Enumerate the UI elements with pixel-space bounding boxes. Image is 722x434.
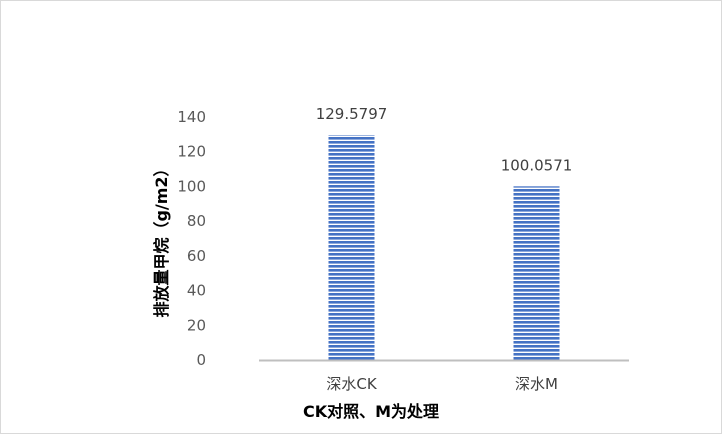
y-tick-label: 60 (187, 247, 206, 265)
bar (513, 186, 560, 360)
category-label: 深水M (515, 375, 558, 393)
bar-value-label: 100.0571 (501, 156, 573, 174)
y-axis-ticks: 0 20 40 60 80 100 120 140 (177, 108, 206, 369)
bar (328, 135, 375, 360)
y-tick-label: 80 (187, 212, 206, 230)
y-tick-label: 100 (177, 177, 206, 195)
y-axis-label: 排放量甲烷（g/m2） (152, 160, 171, 317)
y-tick-label: 40 (187, 282, 206, 300)
y-tick-label: 120 (177, 143, 206, 161)
category-label: 深水CK (326, 375, 377, 393)
y-tick-label: 0 (196, 351, 206, 369)
y-tick-label: 140 (177, 108, 206, 126)
bar-series (328, 135, 560, 360)
x-axis-categories: 深水CK 深水M (326, 375, 558, 393)
bar-value-label: 129.5797 (316, 105, 388, 123)
y-tick-label: 20 (187, 316, 206, 334)
x-axis-label: CK对照、M为处理 (303, 402, 439, 421)
data-labels: 129.5797 100.0571 (316, 105, 573, 174)
